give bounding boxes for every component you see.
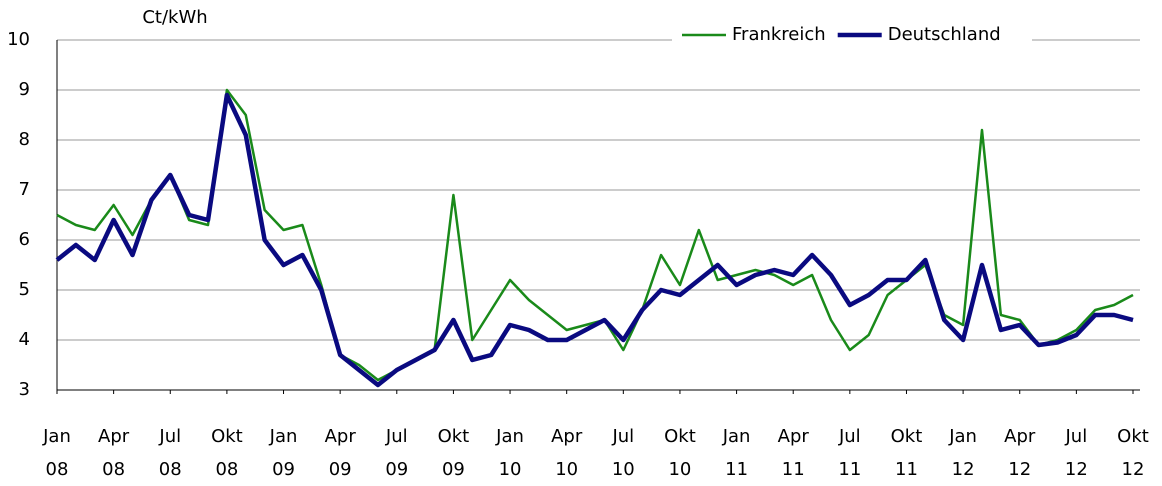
legend-label: Deutschland [888,24,1001,45]
y-tick-label: 6 [19,229,30,250]
x-tick-label: Jan [269,426,298,447]
y-tick-label: 7 [19,179,30,200]
y-tick-label: 9 [19,79,30,100]
x-tick-label: 10 [499,459,522,480]
x-tick-label: 09 [272,459,295,480]
y-axis-label: Ct/kWh [142,7,207,28]
x-tick-label: 09 [442,459,465,480]
x-tick-label: Apr [778,426,810,447]
y-tick-label: 5 [19,279,30,300]
x-tick-label: Jul [158,426,181,447]
x-tick-label: 10 [668,459,691,480]
y-tick-label: 8 [19,129,30,150]
y-tick-label: 4 [19,329,30,350]
x-tick-label: 09 [329,459,352,480]
x-tick-label: Okt [891,426,923,447]
legend-label: Frankreich [732,24,826,45]
x-tick-label: Jan [722,426,751,447]
x-tick-label: 11 [838,459,861,480]
x-tick-label: 09 [385,459,408,480]
x-tick-label: 11 [725,459,748,480]
x-tick-label: 10 [555,459,578,480]
x-tick-label: Apr [325,426,357,447]
x-tick-label: Apr [1004,426,1036,447]
x-tick-label: 08 [159,459,182,480]
x-tick-label: 08 [215,459,238,480]
x-tick-label: Jul [385,426,408,447]
x-tick-label: Jul [838,426,861,447]
y-tick-label: 10 [7,29,30,50]
x-tick-label: Okt [664,426,696,447]
y-tick-label: 3 [19,379,30,400]
x-tick-label: 11 [782,459,805,480]
x-tick-label: Okt [1117,426,1149,447]
x-tick-label: Jan [495,426,524,447]
x-tick-label: Jul [611,426,634,447]
x-tick-label: Jan [948,426,977,447]
x-tick-label: 11 [895,459,918,480]
x-tick-label: 08 [46,459,69,480]
x-tick-label: Apr [98,426,130,447]
x-tick-label: Jan [42,426,71,447]
series-line [56,88,1134,382]
x-tick-label: 12 [1122,459,1145,480]
x-tick-label: Apr [551,426,583,447]
x-tick-label: 08 [102,459,125,480]
x-tick-label: Okt [438,426,470,447]
x-tick-label: Okt [211,426,243,447]
x-tick-label: Jul [1065,426,1088,447]
series-line [55,92,1134,388]
x-tick-label: 12 [952,459,975,480]
x-tick-label: 10 [612,459,635,480]
x-tick-label: 12 [1065,459,1088,480]
x-tick-label: 12 [1008,459,1031,480]
legend-box [672,22,1032,56]
